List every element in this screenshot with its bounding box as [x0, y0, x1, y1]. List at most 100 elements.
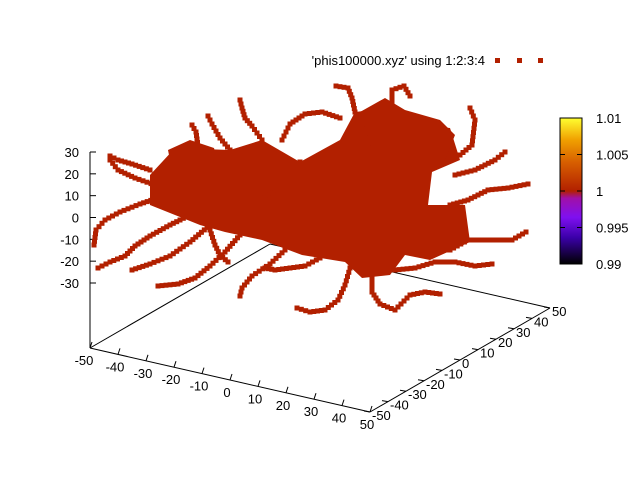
- z-tick-label: 20: [65, 167, 79, 182]
- data-point: [302, 111, 308, 117]
- data-point: [333, 114, 339, 120]
- data-point: [211, 125, 217, 130]
- data-point: [265, 192, 271, 198]
- data-point: [407, 93, 413, 99]
- data-point: [485, 160, 491, 166]
- data-point: [471, 125, 477, 131]
- data-point: [282, 247, 288, 253]
- data-point: [140, 165, 146, 171]
- data-point: [461, 239, 467, 245]
- data-point: [285, 187, 291, 193]
- data-point: [407, 292, 413, 298]
- data-point: [192, 275, 198, 281]
- data-point: [470, 138, 475, 144]
- data-point: [244, 279, 250, 285]
- data-point: [296, 115, 302, 121]
- z-tick-label: -20: [60, 254, 79, 269]
- data-point: [177, 217, 183, 223]
- data-point: [516, 233, 522, 239]
- data-point: [276, 253, 282, 259]
- data-point: [517, 183, 523, 189]
- data-point: [136, 163, 142, 169]
- data-point: [422, 289, 428, 295]
- data-point: [180, 244, 186, 250]
- data-point: [478, 190, 484, 196]
- data-point: [464, 261, 470, 267]
- data-point: [428, 260, 434, 266]
- data-point: [180, 215, 186, 221]
- data-point: [115, 167, 121, 173]
- data-point: [452, 172, 458, 178]
- data-point: [155, 283, 161, 289]
- legend-marker: [538, 58, 543, 63]
- data-point: [472, 121, 477, 127]
- data-point: [201, 268, 207, 274]
- data-point: [170, 220, 176, 226]
- data-point: [227, 147, 233, 153]
- data-point: [215, 249, 221, 255]
- data-point: [138, 239, 144, 245]
- data-point: [232, 238, 238, 244]
- data-point: [187, 212, 193, 218]
- data-point: [115, 157, 121, 163]
- data-point: [238, 289, 244, 295]
- data-point: [164, 224, 170, 230]
- data-point: [460, 261, 466, 267]
- data-point: [137, 201, 143, 207]
- data-point: [297, 159, 303, 165]
- data-point: [247, 203, 253, 209]
- data-point: [293, 166, 299, 172]
- data-point: [287, 180, 293, 186]
- data-point: [294, 305, 300, 311]
- data-point: [220, 138, 225, 144]
- data-point: [482, 162, 488, 168]
- y-tick-mark: [453, 358, 461, 361]
- y-tick-mark: [399, 389, 407, 392]
- data-point: [436, 259, 442, 265]
- y-tick-mark: [543, 306, 551, 309]
- data-point: [285, 125, 291, 131]
- data-point: [476, 263, 482, 268]
- data-point: [444, 259, 450, 265]
- data-point: [520, 231, 525, 237]
- data-point: [315, 110, 321, 115]
- data-point: [451, 201, 457, 207]
- data-point: [194, 133, 199, 138]
- data-point: [110, 213, 115, 219]
- data-point: [525, 181, 531, 187]
- data-point: [237, 232, 243, 238]
- data-point: [396, 267, 402, 273]
- data-point: [468, 168, 474, 174]
- data-point: [469, 237, 475, 243]
- data-point: [505, 185, 511, 191]
- z-tick-label: 10: [65, 189, 79, 204]
- data-point: [318, 308, 324, 313]
- data-point: [472, 194, 478, 200]
- data-point: [482, 189, 488, 195]
- data-point: [122, 170, 128, 176]
- data-point: [135, 241, 141, 247]
- data-point: [217, 252, 223, 258]
- data-point: [207, 227, 213, 233]
- x-tick-mark: [173, 361, 177, 368]
- data-point: [211, 238, 217, 244]
- data-point: [398, 301, 404, 307]
- data-point: [313, 257, 319, 263]
- data-point: [302, 263, 308, 269]
- data-point: [350, 99, 356, 104]
- data-point: [129, 204, 135, 210]
- data-point: [283, 194, 289, 200]
- data-point: [330, 113, 336, 119]
- data-point: [239, 285, 245, 291]
- data-point: [194, 136, 200, 142]
- data-point: [91, 242, 97, 248]
- data-point: [433, 291, 439, 296]
- data-point: [521, 182, 527, 188]
- x-tick-mark: [369, 405, 373, 413]
- data-point: [259, 137, 265, 143]
- data-point: [230, 241, 235, 246]
- data-point: [247, 276, 252, 282]
- data-point: [141, 237, 147, 243]
- data-point: [281, 133, 287, 139]
- data-point: [476, 237, 482, 243]
